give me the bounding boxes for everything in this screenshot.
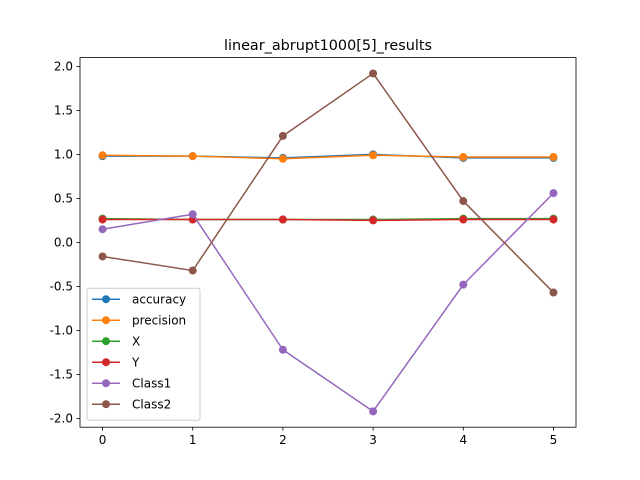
- legend-item: accuracy: [92, 293, 186, 307]
- y-tick-label: -0.5: [50, 280, 73, 294]
- y-tick-label: 0.0: [54, 236, 73, 250]
- data-point: [459, 153, 468, 162]
- legend: accuracy precision XY Class1 Class2: [86, 287, 201, 421]
- data-point: [369, 69, 378, 78]
- data-point: [549, 215, 558, 224]
- legend-marker: [102, 337, 110, 346]
- x-tick-label: 3: [369, 433, 377, 447]
- legend-label: Y: [131, 356, 140, 370]
- data-point: [459, 197, 468, 206]
- y-tick-label: -1.0: [50, 324, 73, 338]
- legend-marker: [102, 295, 110, 304]
- legend-item: Class1: [92, 377, 171, 391]
- series-line: [102, 154, 554, 160]
- series-precision: [98, 151, 558, 163]
- x-tick-label: 1: [189, 433, 197, 447]
- data-point: [369, 151, 378, 160]
- legend-frame: [86, 287, 201, 421]
- data-point: [188, 210, 197, 219]
- data-point: [188, 152, 197, 161]
- data-point: [369, 216, 378, 225]
- data-point: [278, 154, 287, 163]
- y-tick-label: -1.5: [50, 368, 73, 382]
- series-layer: [98, 69, 558, 416]
- data-point: [549, 189, 558, 198]
- x-tick-label: 0: [99, 433, 107, 447]
- data-point: [278, 131, 287, 140]
- data-point: [188, 266, 197, 275]
- series-line: [102, 218, 554, 222]
- legend-label: Class2: [132, 398, 171, 412]
- legend-label: precision: [132, 314, 186, 328]
- legend-item: Class2: [92, 398, 171, 412]
- x-axis: 0 1 2 3 4 5: [99, 427, 558, 447]
- y-axis: -2.0 -1.5 -1.0 -0.5 0.0 0.5 1.0 1.5 2.0: [50, 60, 80, 426]
- legend-label: accuracy: [132, 293, 186, 307]
- x-tick-label: 5: [550, 433, 558, 447]
- data-point: [98, 215, 107, 224]
- legend-label: Class1: [132, 377, 171, 391]
- legend-marker: [102, 358, 110, 367]
- data-point: [278, 215, 287, 224]
- data-point: [459, 280, 468, 289]
- legend-label: X: [132, 335, 140, 349]
- chart-title: linear_abrupt1000[5]_results: [224, 38, 432, 54]
- series-line: [102, 72, 554, 294]
- legend-item: precision: [92, 314, 186, 328]
- legend-marker: [102, 316, 110, 325]
- data-point: [98, 252, 107, 261]
- data-point: [278, 345, 287, 354]
- y-tick-label: 1.0: [54, 148, 73, 162]
- legend-marker: [102, 400, 110, 409]
- series-line: [102, 192, 554, 413]
- legend-item: Y: [92, 356, 140, 370]
- data-point: [459, 215, 468, 224]
- y-tick-label: -2.0: [50, 412, 73, 426]
- y-tick-label: 2.0: [54, 60, 73, 74]
- data-point: [549, 288, 558, 297]
- series-class2: [98, 69, 558, 297]
- data-point: [549, 153, 558, 162]
- data-point: [98, 225, 107, 234]
- x-tick-label: 4: [459, 433, 467, 447]
- series-y: [98, 215, 558, 225]
- y-tick-label: 0.5: [54, 192, 73, 206]
- y-tick-label: 1.5: [54, 104, 73, 118]
- series-class1: [98, 189, 558, 416]
- data-point: [369, 407, 378, 416]
- x-tick-label: 2: [279, 433, 287, 447]
- legend-marker: [102, 379, 110, 388]
- legend-item: X: [92, 335, 140, 349]
- data-point: [98, 151, 107, 160]
